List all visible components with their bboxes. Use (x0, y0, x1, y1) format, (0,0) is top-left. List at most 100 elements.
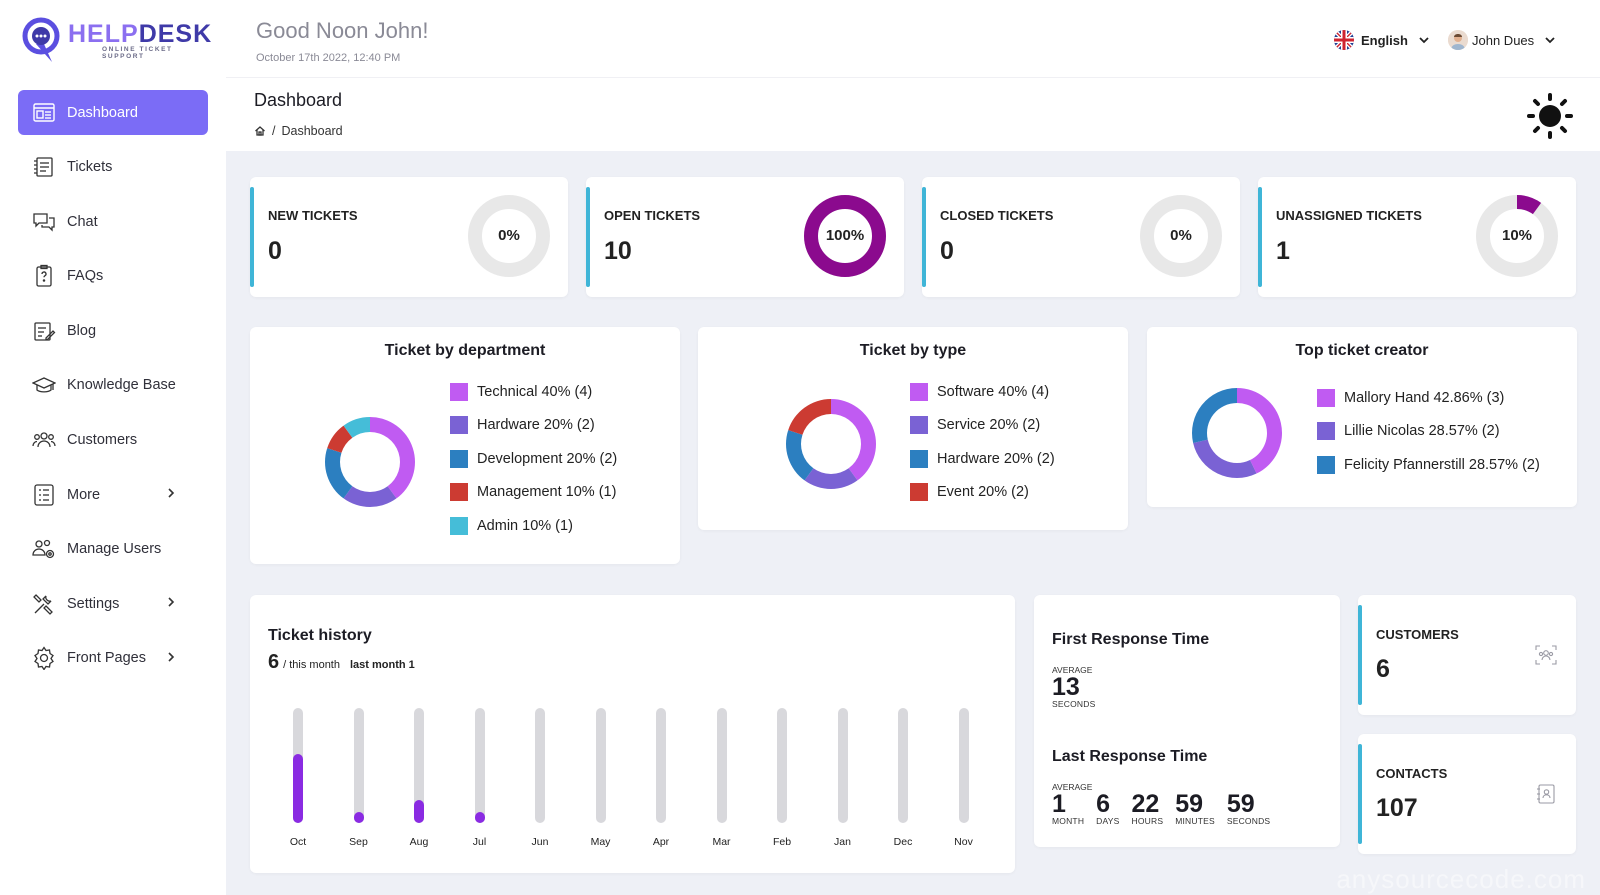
donut-slice[interactable] (327, 425, 353, 453)
time-value: 1 (1052, 790, 1066, 818)
sidebar-item-settings[interactable]: Settings (18, 581, 208, 626)
stat-card-closed-tickets[interactable]: CLOSED TICKETS 0 0% (922, 177, 1240, 297)
time-unit-label: SECONDS (1226, 816, 1271, 826)
sidebar-item-manage-users[interactable]: Manage Users (18, 527, 208, 572)
history-bar[interactable] (958, 708, 969, 823)
legend-swatch (1317, 422, 1335, 441)
time-unit: 59 SECONDS (1226, 792, 1271, 827)
response-time-card: First Response Time AVERAGE 13 SECONDS La… (1034, 595, 1340, 847)
type-donut (786, 399, 876, 489)
list-icon (34, 484, 54, 506)
history-month-label: Sep (349, 836, 368, 848)
history-title: Ticket history (268, 627, 372, 644)
user-menu[interactable]: John Dues (1448, 30, 1556, 50)
brand-logo[interactable]: HELPDESK ONLINE TICKET SUPPORT (22, 14, 212, 66)
legend-item[interactable]: Hardware 20% (2) (910, 442, 1055, 476)
stat-percent: 100% (825, 227, 865, 244)
legend-item[interactable]: Event 20% (2) (910, 476, 1055, 510)
sidebar-item-knowledge-base[interactable]: Knowledge Base (18, 363, 208, 408)
sidebar-item-tickets[interactable]: Tickets (18, 145, 208, 190)
history-bar[interactable] (898, 708, 908, 823)
legend-swatch (450, 382, 468, 401)
donut-slice[interactable] (1192, 388, 1237, 444)
legend-item[interactable]: Service 20% (2) (910, 409, 1055, 443)
legend-item[interactable]: Software 40% (4) (910, 375, 1055, 409)
legend-swatch (450, 449, 468, 468)
history-bar[interactable] (414, 708, 424, 823)
ring-progress-arc (1476, 195, 1558, 277)
donut-slice[interactable] (788, 399, 831, 435)
legend-item[interactable]: Hardware 20% (2) (450, 409, 617, 443)
legend-item[interactable]: Felicity Pfannerstill 28.57% (2) (1317, 448, 1540, 482)
time-unit-label: MONTH (1052, 816, 1085, 826)
legend-swatch (910, 449, 928, 468)
ring-progress-arc (804, 195, 886, 277)
history-bar[interactable] (837, 708, 848, 823)
time-unit: 6 DAYS (1096, 792, 1119, 827)
sidebar-item-dashboard[interactable]: Dashboard (18, 90, 208, 135)
sidebar-item-chat[interactable]: Chat (18, 199, 208, 244)
history-bar[interactable] (474, 708, 485, 823)
donut-slice[interactable] (1193, 439, 1257, 478)
first-response-title: First Response Time (1052, 631, 1210, 648)
stat-card-unassigned-tickets[interactable]: UNASSIGNED TICKETS 1 10% (1258, 177, 1576, 297)
user-name: John Dues (1472, 32, 1535, 48)
history-month-label: Apr (652, 836, 670, 848)
donut-slice[interactable] (370, 417, 415, 499)
creator-legend: Mallory Hand 42.86% (3) Lillie Nicolas 28… (1317, 381, 1540, 482)
donut-slice[interactable] (786, 430, 814, 481)
sidebar-item-customers[interactable]: Customers (18, 418, 208, 463)
legend-label: Software 40% (4) (937, 383, 1050, 400)
legend-item[interactable]: Mallory Hand 42.86% (3) (1317, 381, 1540, 415)
time-unit: 59 MINUTES (1175, 792, 1215, 827)
history-bar[interactable] (595, 708, 606, 823)
home-icon[interactable] (254, 125, 266, 137)
customers-card[interactable]: CUSTOMERS 6 (1358, 595, 1576, 715)
donut-slice[interactable] (831, 399, 876, 481)
legend-item[interactable]: Management 10% (1) (450, 476, 617, 510)
sidebar: HELPDESK ONLINE TICKET SUPPORT Dashboard… (0, 0, 226, 895)
chat-icon (33, 213, 55, 232)
history-bar[interactable] (353, 708, 364, 823)
history-bar-fill (293, 754, 303, 823)
history-bar[interactable] (716, 708, 727, 823)
contacts-card[interactable]: CONTACTS 107 (1358, 734, 1576, 854)
stat-card-new-tickets[interactable]: NEW TICKETS 0 0% (250, 177, 568, 297)
stat-ring: 100% (803, 194, 887, 278)
legend-item[interactable]: Development 20% (2) (450, 442, 617, 476)
sidebar-item-label: Knowledge Base (67, 377, 176, 394)
history-bar[interactable] (656, 708, 666, 823)
sidebar-item-more[interactable]: More (18, 472, 208, 517)
sidebar-item-label: Chat (67, 213, 98, 230)
language-selector[interactable]: English (1334, 30, 1430, 50)
department-legend: Technical 40% (4) Hardware 20% (2) Develop… (450, 375, 617, 543)
donut-slice[interactable] (343, 486, 397, 507)
chevron-right-icon (168, 488, 175, 498)
chart-card-top-creator: Top ticket creator Mallory Hand 42.86% (… (1147, 327, 1577, 507)
stat-value: 10 (604, 237, 632, 265)
stat-card-open-tickets[interactable]: OPEN TICKETS 10 100% (586, 177, 904, 297)
first-response-values: 13 SECONDS (1052, 675, 1107, 710)
history-bar[interactable] (535, 708, 545, 823)
sidebar-item-label: Tickets (67, 159, 113, 176)
history-bar[interactable] (777, 708, 787, 823)
graduation-cap-icon (32, 377, 56, 393)
ring-track (468, 195, 550, 277)
donut-slice[interactable] (343, 417, 370, 438)
donut-slice[interactable] (804, 468, 858, 489)
stat-label: CONTACTS (1376, 766, 1448, 781)
donut-slice[interactable] (1237, 388, 1282, 474)
theme-toggle-sun-icon[interactable] (1526, 92, 1574, 140)
time-unit-label: SECONDS (1052, 699, 1096, 709)
sidebar-item-front-pages[interactable]: Front Pages (18, 636, 208, 681)
legend-item[interactable]: Admin 10% (1) (450, 509, 617, 543)
sidebar-item-blog[interactable]: Blog (18, 308, 208, 353)
sidebar-item-faqs[interactable]: FAQs (18, 254, 208, 299)
legend-item[interactable]: Lillie Nicolas 28.57% (2) (1317, 415, 1540, 449)
sidebar-item-label: Dashboard (67, 104, 138, 121)
history-bar-fill (353, 811, 364, 823)
sidebar-item-label: Settings (67, 595, 120, 612)
history-bar[interactable] (293, 708, 303, 823)
donut-slice[interactable] (325, 448, 353, 499)
legend-item[interactable]: Technical 40% (4) (450, 375, 617, 409)
